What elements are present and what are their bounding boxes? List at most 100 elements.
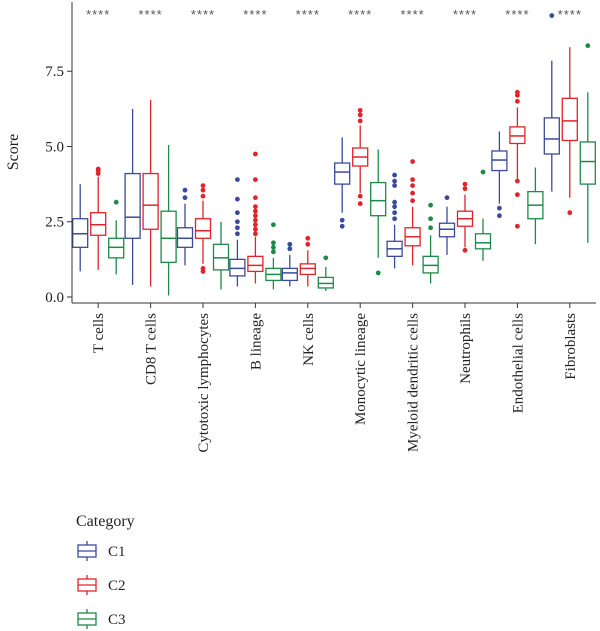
- significance-label: ****: [86, 7, 110, 22]
- outlier-point: [392, 199, 397, 205]
- y-tick-label: 0.0: [45, 290, 64, 306]
- outlier-point: [305, 241, 311, 247]
- outlier-point: [515, 178, 520, 184]
- significance-label: ****: [191, 7, 215, 22]
- outlier-point: [392, 178, 397, 184]
- y-tick-label: 5.0: [45, 139, 64, 155]
- outlier-point: [253, 195, 258, 201]
- outlier-point: [305, 235, 311, 241]
- plot-area: **** **** **** **** **** **** **** **** **** ****: [72, 7, 596, 296]
- box-C1: [281, 241, 298, 287]
- box-body: [160, 210, 177, 264]
- outlier-point: [253, 231, 258, 237]
- significance-label: ****: [348, 7, 372, 22]
- box-body: [543, 117, 560, 155]
- box-body: [317, 276, 334, 289]
- outlier-point: [253, 226, 258, 232]
- outlier-point: [235, 177, 240, 182]
- box-C2: [561, 47, 578, 216]
- box-C3: [317, 255, 334, 291]
- box-body: [108, 237, 125, 259]
- legend-item-C3: C3: [77, 609, 126, 629]
- outlier-point: [462, 186, 468, 192]
- box-body: [509, 126, 526, 145]
- box-C2: [142, 99, 159, 287]
- y-axis-title: Score: [5, 134, 22, 170]
- outlier-point: [375, 270, 381, 276]
- legend-item-C1: C1: [77, 541, 126, 561]
- x-tick-label: Fibroblasts: [563, 313, 579, 380]
- box-C1: [491, 131, 508, 219]
- outlier-point: [200, 193, 206, 199]
- legend-item-C2: C2: [77, 575, 126, 595]
- box-body: [474, 233, 492, 250]
- outlier-point: [339, 217, 345, 223]
- box-body: [370, 181, 387, 217]
- box-C3: [108, 199, 125, 275]
- outlier-point: [515, 98, 520, 104]
- outlier-point: [271, 249, 276, 255]
- outlier-point: [253, 204, 258, 210]
- outlier-point: [235, 196, 240, 202]
- box-C3: [527, 167, 544, 245]
- outlier-point: [392, 183, 397, 189]
- outlier-point: [200, 183, 206, 189]
- y-axis: 0.0 2.5 5.0 7.5: [45, 2, 73, 306]
- outlier-point: [271, 240, 276, 246]
- box-C3: [474, 169, 492, 261]
- x-tick-label: CD8 T cells: [144, 313, 160, 385]
- significance-label: ****: [558, 7, 582, 22]
- box-C1: [438, 195, 456, 255]
- x-tick-label: Monocytic lineage: [353, 313, 369, 425]
- x-tick-label: Cytotoxic lymphocytes: [196, 313, 212, 453]
- box-body: [194, 218, 212, 239]
- box-body: [491, 150, 508, 172]
- outlier-point: [339, 223, 345, 229]
- outlier-point: [271, 222, 276, 228]
- box-body: [579, 141, 596, 185]
- outlier-point: [253, 177, 258, 182]
- outlier-point: [287, 241, 293, 247]
- outlier-point: [95, 166, 101, 172]
- box-C3: [422, 202, 439, 284]
- outlier-point: [515, 223, 520, 229]
- outlier-point: [392, 210, 397, 216]
- box-C3: [212, 221, 230, 290]
- box-C1: [543, 13, 560, 192]
- box-body: [72, 218, 89, 248]
- legend-label: C1: [108, 544, 126, 560]
- box-C2: [509, 89, 526, 229]
- outlier-point: [392, 204, 397, 210]
- box-body: [281, 267, 298, 282]
- outlier-point: [200, 265, 206, 271]
- outlier-point: [462, 181, 468, 187]
- outlier-point: [462, 247, 468, 253]
- legend-label: C2: [108, 578, 126, 594]
- outlier-point: [235, 225, 240, 231]
- outlier-point: [444, 195, 450, 201]
- outlier-point: [567, 210, 573, 216]
- outlier-point: [497, 213, 502, 219]
- x-tick-label: Myeloid dendritic cells: [406, 313, 422, 452]
- outlier-point: [497, 205, 502, 211]
- outlier-point: [357, 112, 363, 118]
- box-body: [247, 255, 264, 273]
- outlier-point: [428, 202, 433, 208]
- outlier-point: [182, 187, 188, 193]
- outlier-point: [235, 219, 240, 225]
- outlier-point: [235, 231, 240, 237]
- box-C2: [456, 181, 474, 253]
- outlier-point: [357, 193, 363, 199]
- box-body: [299, 263, 316, 276]
- box-body: [212, 243, 230, 271]
- outlier-point: [200, 187, 206, 193]
- outlier-point: [357, 118, 363, 124]
- box-C2: [404, 159, 421, 266]
- box-body: [176, 227, 194, 248]
- box-body: [142, 172, 159, 230]
- box-body: [561, 97, 578, 142]
- box-C3: [160, 144, 177, 296]
- box-C1: [72, 184, 89, 272]
- box-C3: [370, 149, 387, 276]
- legend: Category C1 C2 C3: [76, 513, 135, 629]
